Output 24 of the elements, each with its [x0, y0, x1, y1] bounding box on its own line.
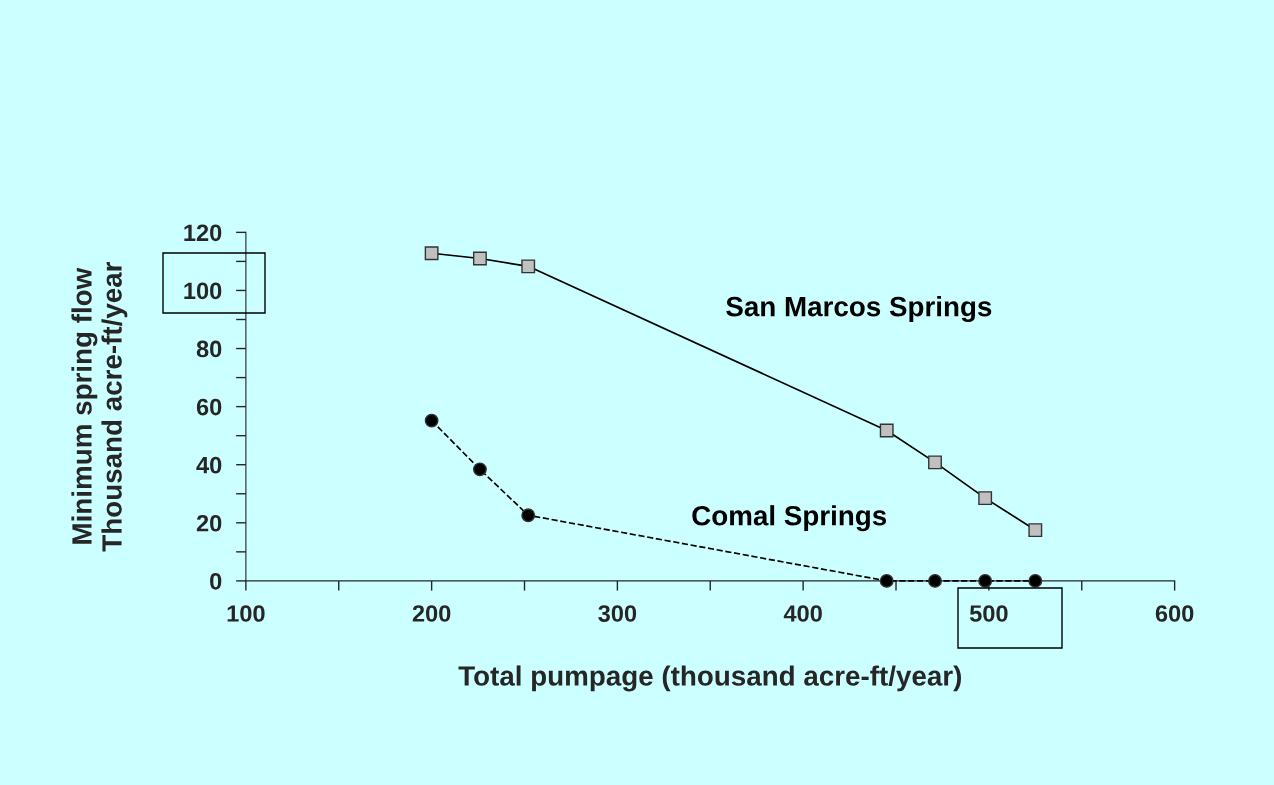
y-tick-label: 100	[184, 282, 222, 300]
y-tick-label: 20	[196, 514, 222, 532]
point	[1028, 573, 1043, 588]
point	[978, 573, 993, 588]
x-tick-label: 300	[598, 605, 637, 622]
point	[879, 573, 894, 588]
y-tick-label: 60	[196, 398, 222, 416]
point	[928, 573, 942, 588]
y-tick-label: 120	[184, 224, 222, 242]
series-label: Comal Springs	[692, 505, 887, 532]
y-tick-label: 40	[196, 456, 222, 474]
point	[521, 508, 536, 523]
series-label: San Marcos Springs	[726, 296, 992, 323]
x-tick-label: 500	[969, 605, 1008, 622]
point	[472, 462, 487, 477]
x-tick-label: 100	[227, 605, 265, 622]
y-tick-label: 80	[196, 340, 222, 358]
y-tick-label: 0	[210, 572, 222, 590]
x-tick-label: 600	[1155, 605, 1194, 622]
point	[424, 413, 439, 428]
y-axis-title: Minimum spring flow Thousand acre-ft/year	[71, 261, 128, 552]
x-axis-title: Total pumpage (thousand acre-ft/year)	[458, 665, 961, 692]
x-tick-label: 200	[412, 605, 451, 622]
x-tick-label: 400	[783, 605, 822, 622]
